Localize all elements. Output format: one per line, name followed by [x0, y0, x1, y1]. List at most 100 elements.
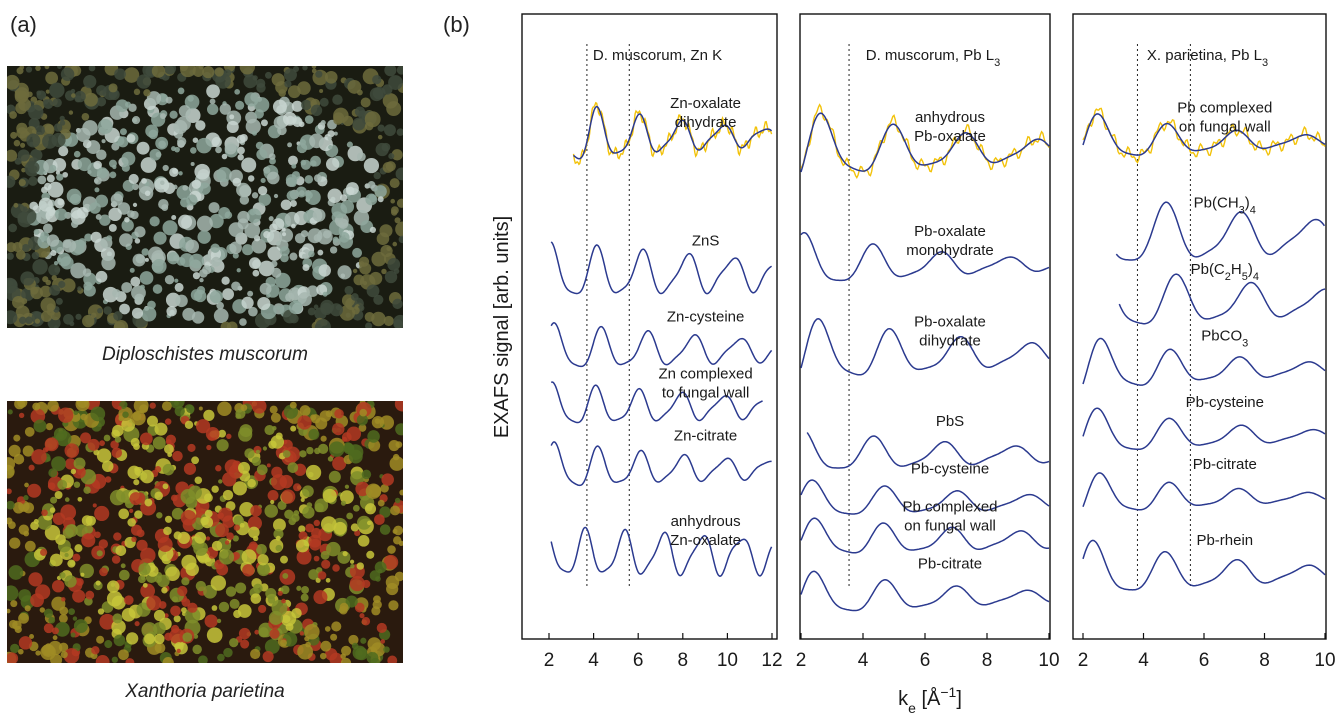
photo-texture-blob [291, 608, 302, 619]
photo-texture-blob [354, 106, 366, 117]
photo-texture-blob [180, 509, 197, 526]
series-label: Pb(CH3)4 [1194, 195, 1256, 217]
series-label: anhydrous Pb-oxalate [914, 109, 986, 145]
photo-texture-blob [256, 464, 268, 476]
photo-texture-blob [300, 159, 311, 170]
photo-texture-blob [244, 222, 261, 239]
photo-texture-blob [129, 508, 134, 513]
photo-texture-blob [199, 268, 208, 278]
photo-texture-blob [30, 521, 39, 531]
photo-texture-blob [305, 191, 313, 199]
photo-texture-blob [297, 292, 312, 307]
photo-texture-blob [376, 622, 387, 634]
photo-texture-blob [287, 142, 293, 148]
photo-texture-blob [305, 464, 322, 481]
photo-texture-blob [251, 238, 267, 254]
photo-texture-blob [141, 306, 157, 322]
photo-texture-blob [282, 439, 288, 445]
photo-texture-blob [157, 537, 173, 553]
photo-texture-blob [13, 453, 25, 465]
photo-texture-blob [68, 608, 75, 615]
photo-texture-blob [297, 643, 313, 660]
photo-texture-blob [248, 526, 260, 539]
photo-texture-blob [73, 150, 81, 158]
photo-texture-blob [219, 103, 231, 115]
photo-texture-blob [306, 446, 314, 455]
photo-texture-blob [284, 509, 294, 520]
photo-texture-blob [152, 436, 166, 450]
photo-texture-blob [173, 401, 179, 406]
photo-texture-blob [10, 131, 18, 139]
x-tick-label: 4 [858, 650, 869, 671]
photo-texture-blob [114, 68, 126, 81]
photo-texture-blob [317, 443, 329, 455]
photo-texture-blob [203, 409, 215, 421]
photo-texture-blob [139, 284, 145, 290]
photo-texture-blob [117, 405, 122, 411]
chart-panel-3: 2 4 6 8 10 X. parietina, Pb L3 Pb complexed on … [1072, 13, 1336, 671]
photo-texture-blob [9, 111, 17, 119]
photo-texture-blob [36, 90, 47, 100]
photo-texture-blob [282, 572, 289, 579]
photo-texture-blob [43, 608, 54, 618]
photo-texture-blob [371, 251, 387, 267]
photo-texture-blob [214, 67, 224, 77]
photo-texture-blob [35, 66, 41, 71]
photo-texture-blob [54, 621, 70, 637]
photo-texture-blob [103, 306, 112, 315]
reference-spectrum-line [1082, 407, 1326, 451]
photo-texture-blob [34, 318, 41, 324]
photo-texture-blob [308, 428, 320, 440]
series-label: Pb-rhein [1196, 532, 1253, 549]
photo-texture-blob [386, 246, 392, 252]
x-tick-label: 8 [678, 650, 689, 671]
series-label: Pb complexed on fungal wall [1177, 100, 1272, 136]
photo-texture-blob [313, 174, 322, 182]
photo-texture-blob [30, 286, 39, 295]
photo-texture-blob [192, 644, 202, 655]
photo-texture-blob [307, 307, 316, 316]
photo-texture-blob [138, 563, 151, 576]
photo-texture-blob [328, 470, 341, 483]
photo-texture-blob [315, 319, 331, 328]
photo-texture-blob [192, 137, 199, 143]
reference-spectrum-line [1118, 273, 1326, 325]
photo-texture-blob [250, 648, 261, 660]
photo-texture-blob [308, 534, 322, 548]
photo-texture-blob [62, 239, 77, 253]
photo-texture-blob [114, 436, 122, 443]
photo-texture-blob [299, 405, 311, 417]
photo-texture-blob [121, 219, 134, 232]
photo-texture-blob [279, 246, 290, 257]
photo-texture-blob [356, 414, 368, 426]
photo-texture-blob [257, 562, 270, 575]
photo-texture-blob [131, 410, 146, 426]
photo-texture-blob [218, 479, 223, 484]
photo-texture-blob [204, 254, 212, 261]
photo-texture-blob [189, 253, 205, 269]
photo-texture-blob [24, 426, 35, 437]
x-tick-label: 8 [982, 650, 993, 671]
photo-texture-blob [273, 193, 279, 199]
photo-texture-blob [68, 110, 74, 115]
photo-texture-blob [190, 147, 197, 154]
photo-texture-blob [383, 315, 394, 327]
photo-texture-blob [128, 173, 139, 184]
photo-texture-blob [306, 502, 313, 508]
photo-texture-blob [176, 648, 181, 654]
photo-texture-blob [108, 223, 117, 232]
photo-texture-blob [152, 284, 163, 294]
photo-texture-blob [395, 167, 403, 181]
photo-texture-blob [77, 496, 83, 502]
photo-texture-blob [20, 142, 26, 148]
photo-texture-blob [342, 551, 348, 557]
photo-texture-blob [33, 419, 47, 433]
photo-texture-blob [56, 173, 64, 181]
photo-texture-blob [72, 616, 78, 621]
photo-texture-blob [269, 628, 280, 639]
panel-b-label: (b) [443, 12, 470, 37]
reference-spectrum-line [800, 112, 1050, 173]
photo-texture-blob [296, 585, 302, 591]
photo-texture-blob [17, 149, 30, 162]
photo-texture-blob [216, 301, 224, 310]
